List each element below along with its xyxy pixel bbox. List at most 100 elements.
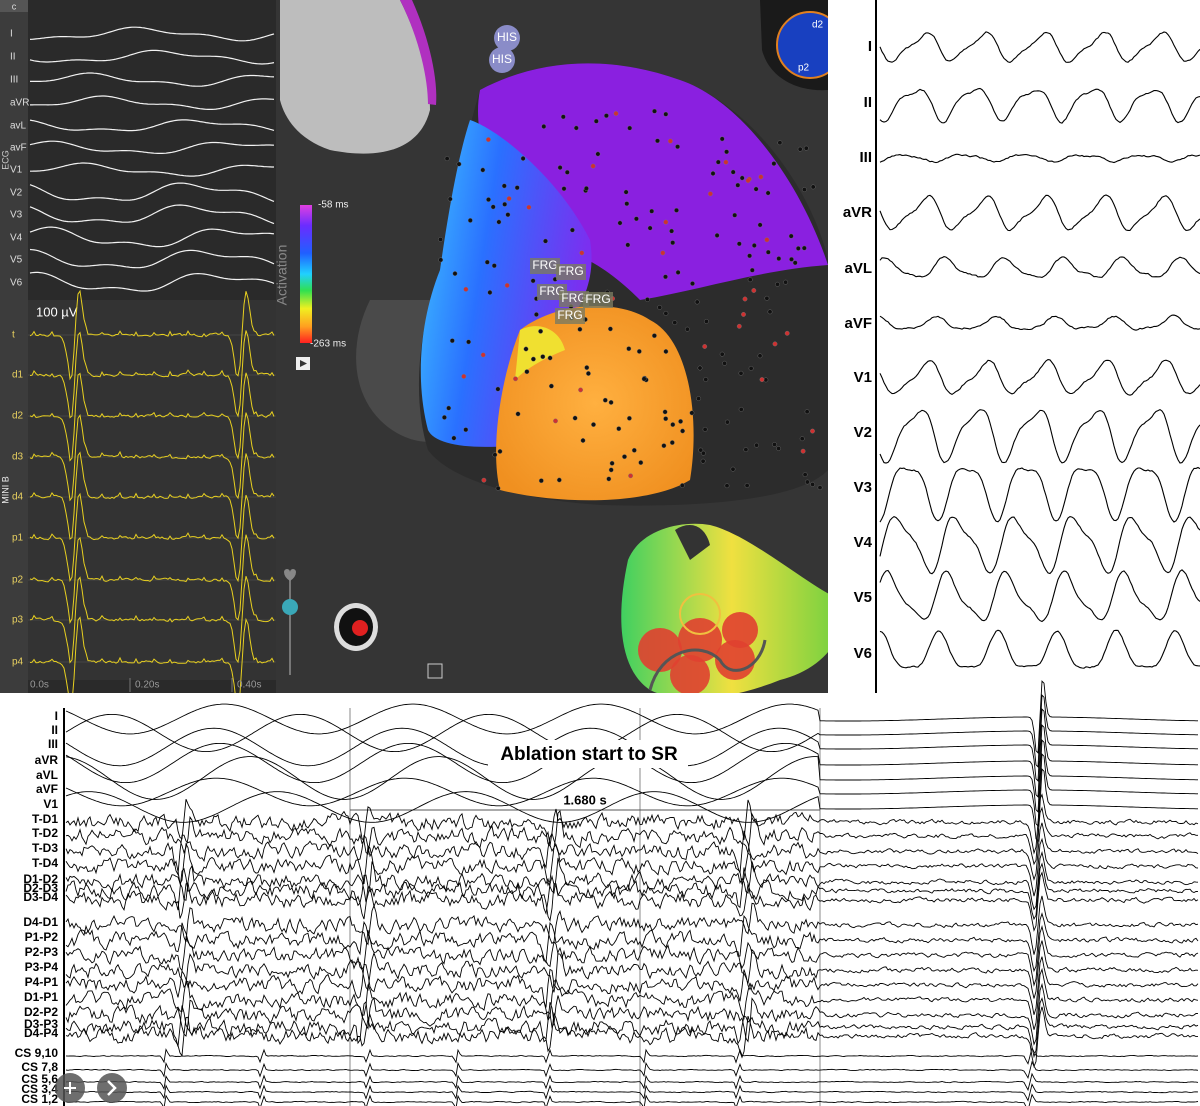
trace	[29, 534, 275, 624]
map-point	[520, 156, 526, 161]
map-point	[438, 257, 444, 263]
map-point	[817, 485, 823, 490]
map-point	[747, 253, 752, 259]
map-point	[730, 169, 736, 175]
map-point	[613, 111, 619, 116]
trace	[65, 1093, 1199, 1106]
ecg-lead-label: III	[10, 75, 18, 86]
map-point	[438, 236, 443, 242]
frg-bg	[555, 308, 585, 324]
trace	[65, 837, 1199, 897]
map-point	[719, 136, 725, 142]
map-point	[595, 151, 601, 157]
view-icon[interactable]	[427, 663, 443, 679]
map-point	[747, 277, 753, 283]
trace	[879, 515, 1200, 575]
map-point	[506, 196, 512, 202]
map-point	[678, 418, 683, 424]
trace	[29, 372, 275, 462]
map-point	[736, 323, 742, 329]
map-point	[772, 441, 777, 447]
frg-label: FRG	[532, 258, 557, 272]
mini-lead-label: d1	[12, 370, 24, 381]
map-point	[675, 269, 681, 275]
map-point	[775, 281, 780, 287]
bottom-lead-label: CS 7,8	[21, 1060, 58, 1074]
right-lead-label: aVF	[844, 315, 872, 332]
trace	[879, 569, 1200, 623]
map-point	[663, 310, 669, 316]
nav-button[interactable]	[97, 1073, 127, 1103]
map-point	[579, 250, 585, 256]
map-points	[438, 108, 823, 491]
trace	[29, 140, 275, 154]
map-point	[480, 167, 486, 173]
right-lead-label: V2	[854, 424, 872, 441]
inset-label: p2	[798, 63, 810, 74]
map-point	[560, 114, 566, 120]
trace	[65, 1046, 1199, 1065]
trace	[65, 956, 1199, 1015]
frg-bg	[556, 264, 586, 280]
trace	[29, 182, 275, 202]
panel-tab	[0, 0, 28, 12]
trace	[65, 806, 1198, 866]
move-icon	[64, 1082, 76, 1094]
bottom-lead-label: V1	[43, 797, 58, 811]
mini-lead-label: d4	[12, 492, 24, 503]
map-point	[702, 344, 708, 349]
map-point	[743, 447, 749, 452]
next-icon	[107, 1080, 117, 1096]
map-point	[444, 156, 450, 162]
bottom-lead-label: II	[51, 723, 58, 737]
map-point	[505, 212, 511, 218]
heart-icon	[284, 569, 296, 581]
mesh-shell	[356, 300, 440, 442]
map-point	[724, 483, 730, 489]
trace	[879, 31, 1200, 63]
map-point	[759, 377, 765, 382]
trace	[65, 694, 1198, 768]
map-point	[495, 485, 501, 491]
map-point	[754, 442, 759, 448]
map-point	[675, 144, 680, 150]
map-point	[744, 483, 750, 488]
bottom-lead-label: D2-D3	[23, 881, 58, 895]
trace	[879, 629, 1200, 669]
right-lead-label: aVR	[843, 204, 872, 221]
map-point	[749, 267, 755, 273]
map-point	[679, 483, 685, 488]
frg-label: FRG	[539, 284, 564, 298]
trace	[29, 248, 275, 269]
map-point	[802, 187, 807, 193]
map-point	[638, 460, 644, 465]
trace	[65, 982, 1199, 1046]
map-point	[495, 386, 501, 392]
lesion	[722, 612, 758, 648]
map-point	[631, 447, 637, 453]
bottom-traces: IIIIIIaVRaVLaVFV1T-D1T-D2T-D3T-D4D1-D2D2…	[15, 680, 1199, 1106]
map-point	[672, 320, 678, 325]
bottom-title: Ablation start to SR	[500, 744, 678, 765]
trace	[65, 940, 1199, 999]
map-point	[663, 274, 668, 280]
map-point	[449, 338, 455, 344]
bottom-lead-label: D1-P1	[24, 990, 58, 1004]
map-point	[625, 242, 631, 248]
map-point	[491, 263, 497, 269]
map-point	[534, 312, 539, 317]
map-point	[549, 383, 554, 389]
map-point	[502, 201, 508, 207]
anatomy-edge	[400, 0, 437, 105]
mini-lead-label: t	[12, 330, 15, 341]
map-point	[446, 405, 452, 411]
map-point	[696, 396, 701, 401]
map-point	[584, 365, 590, 370]
trace	[879, 256, 1200, 278]
map-point	[467, 217, 473, 223]
slider-thumb[interactable]	[282, 599, 298, 615]
trace	[29, 26, 275, 42]
colorbar-title: Activation	[274, 245, 290, 306]
map-point	[441, 414, 447, 420]
